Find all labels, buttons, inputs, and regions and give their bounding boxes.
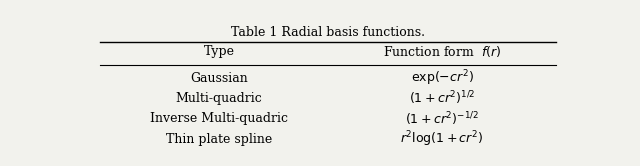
Text: $(1+cr^2)^{-1/2}$: $(1+cr^2)^{-1/2}$ — [405, 110, 479, 128]
Text: $\mathrm{exp}(-cr^2)$: $\mathrm{exp}(-cr^2)$ — [411, 68, 474, 88]
Text: Multi-quadric: Multi-quadric — [175, 92, 262, 105]
Text: $r^2\mathrm{log}(1+cr^2)$: $r^2\mathrm{log}(1+cr^2)$ — [401, 130, 484, 149]
Text: Thin plate spline: Thin plate spline — [166, 133, 272, 146]
Text: Type: Type — [204, 45, 234, 58]
Text: Inverse Multi-quadric: Inverse Multi-quadric — [150, 113, 288, 125]
Text: $(1+cr^2)^{1/2}$: $(1+cr^2)^{1/2}$ — [409, 90, 476, 107]
Text: Table 1 Radial basis functions.: Table 1 Radial basis functions. — [231, 26, 425, 39]
Text: Gaussian: Gaussian — [190, 72, 248, 85]
Text: Function form  $f(r)$: Function form $f(r)$ — [383, 44, 501, 59]
